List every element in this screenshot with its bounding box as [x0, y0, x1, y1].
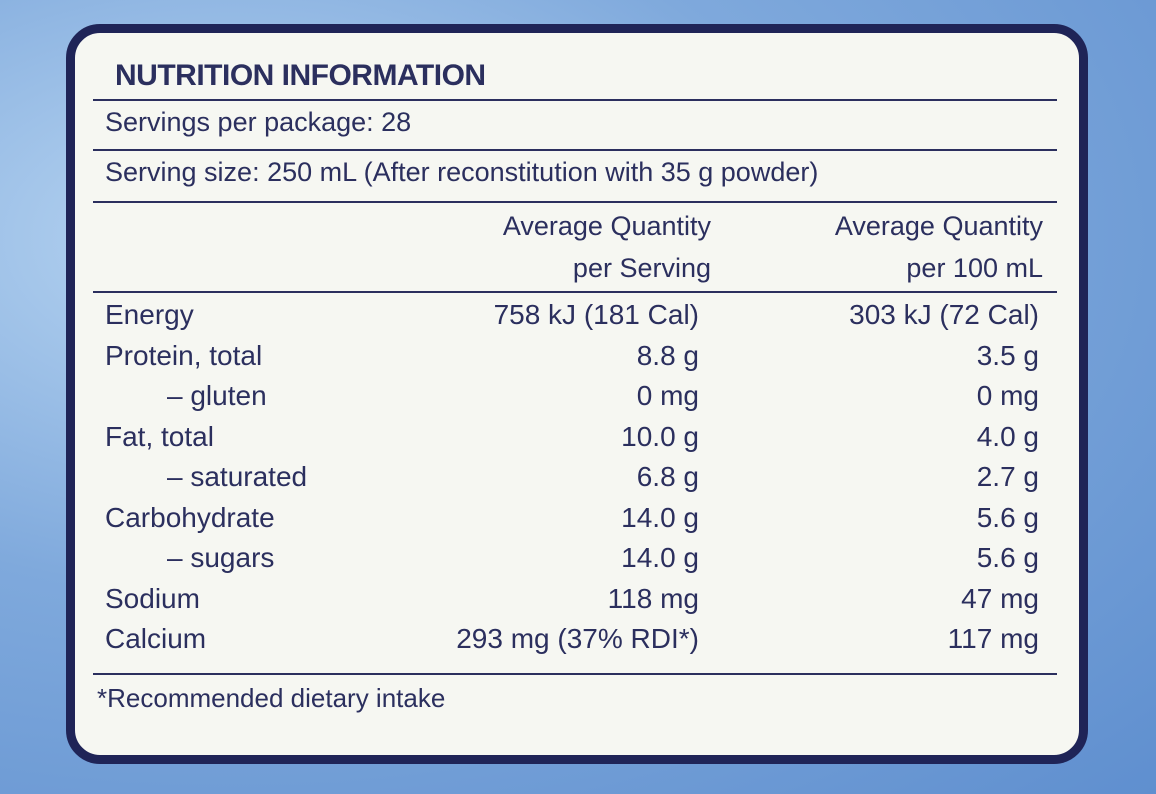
nutrient-amount: 8.8 g: [636, 339, 699, 371]
nutrient-row: – gluten 0 mg 0 mg: [95, 376, 1047, 417]
nutrition-panel: NUTRITION INFORMATION Servings per packa…: [66, 24, 1088, 764]
nutrient-amount: 303 kJ (72 Cal): [849, 299, 1039, 331]
nutrient-amount: 5.6 g: [976, 542, 1039, 574]
nutrient-amount: 14.0 g: [621, 501, 699, 533]
nutrient-amount: 118 mg: [607, 582, 699, 614]
header-line: Average Quantity: [502, 211, 711, 241]
nutrient-amount: 4.0 g: [976, 420, 1039, 452]
nutrient-row: Fat, total 10.0 g 4.0 g: [95, 417, 1047, 458]
nutrient-row: Carbohydrate 14.0 g 5.6 g: [95, 498, 1047, 539]
nutrient-amount: 5.6 g: [976, 501, 1039, 533]
nutrient-name: – gluten: [167, 380, 267, 412]
nutrient-row: – saturated 6.8 g 2.7 g: [95, 457, 1047, 498]
divider: [93, 201, 1057, 203]
nutrient-name: Protein, total: [105, 339, 263, 371]
nutrient-name: Energy: [105, 299, 194, 331]
nutrient-row: Calcium 293 mg (37% RDI*) 117 mg: [95, 619, 1047, 660]
nutrient-row: Sodium 118 mg 47 mg: [95, 579, 1047, 620]
header-line: Average Quantity: [834, 211, 1043, 241]
divider: [93, 673, 1057, 675]
nutrient-name: Carbohydrate: [105, 501, 275, 533]
nutrient-row: Protein, total 8.8 g 3.5 g: [95, 336, 1047, 377]
nutrient-amount: 10.0 g: [621, 420, 699, 452]
nutrient-row: Energy 758 kJ (181 Cal) 303 kJ (72 Cal): [95, 295, 1047, 336]
nutrient-name: – saturated: [167, 461, 308, 493]
servings: Servings per package: 28: [105, 107, 412, 137]
nutrient-name: – sugars: [167, 542, 275, 574]
header-line: per Serving: [572, 253, 711, 283]
nutrient-amount: 117 mg: [947, 623, 1039, 655]
nutrient-amount: 2.7 g: [976, 461, 1039, 493]
nutrient-name: Sodium: [105, 582, 200, 614]
nutrient-amount: 3.5 g: [976, 339, 1039, 371]
nutrient-amount: 293 mg (37% RDI*): [456, 623, 699, 655]
column-header: Average Quantity per Serving: [503, 205, 711, 289]
nutrient-row: – sugars 14.0 g 5.6 g: [95, 538, 1047, 579]
title: NUTRITION INFORMATION: [115, 59, 486, 92]
divider: [93, 99, 1057, 101]
nutrient-amount: 0 mg: [636, 380, 699, 412]
header-line: per 100 mL: [906, 253, 1043, 283]
divider: [93, 291, 1057, 293]
divider: [93, 149, 1057, 151]
nutrient-name: Calcium: [105, 623, 207, 655]
nutrition-table: Energy 758 kJ (181 Cal) 303 kJ (72 Cal) Pro…: [95, 295, 1047, 660]
footnote: *Recommended dietary intake: [97, 683, 446, 713]
nutrient-amount: 0 mg: [976, 380, 1039, 412]
nutrient-amount: 47 mg: [961, 582, 1039, 614]
nutrient-name: Fat, total: [105, 420, 214, 452]
serving-size: Serving size: 250 mL (After reconstituti…: [105, 157, 819, 187]
nutrient-amount: 6.8 g: [636, 461, 699, 493]
nutrient-amount: 758 kJ (181 Cal): [493, 299, 699, 331]
nutrient-amount: 14.0 g: [621, 542, 699, 574]
column-header: Average Quantity per 100 mL: [835, 205, 1043, 289]
